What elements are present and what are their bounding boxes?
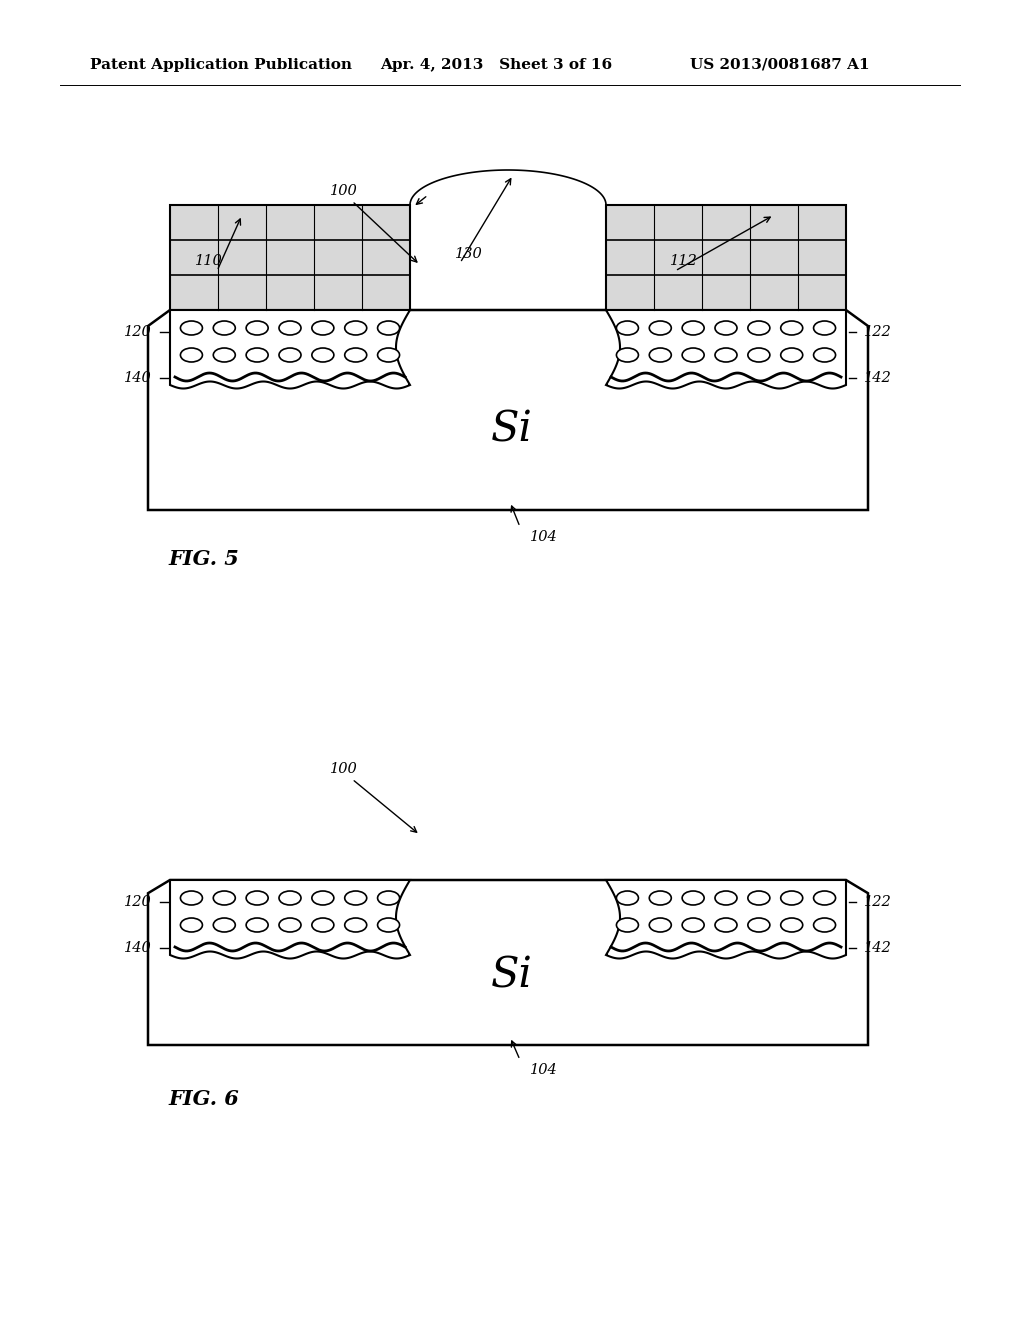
Polygon shape [148, 310, 868, 510]
Ellipse shape [748, 321, 770, 335]
Ellipse shape [279, 321, 301, 335]
Bar [606, 205, 846, 310]
Text: 120: 120 [124, 325, 152, 339]
Ellipse shape [780, 917, 803, 932]
Text: Si: Si [492, 954, 532, 997]
Ellipse shape [345, 348, 367, 362]
Ellipse shape [312, 348, 334, 362]
Ellipse shape [279, 917, 301, 932]
Ellipse shape [345, 917, 367, 932]
Text: 142: 142 [864, 371, 892, 385]
Text: Apr. 4, 2013   Sheet 3 of 16: Apr. 4, 2013 Sheet 3 of 16 [380, 58, 612, 73]
Text: Patent Application Publication: Patent Application Publication [90, 58, 352, 73]
Ellipse shape [649, 321, 672, 335]
Text: 122: 122 [864, 895, 892, 909]
Ellipse shape [378, 348, 399, 362]
Ellipse shape [748, 917, 770, 932]
Ellipse shape [616, 348, 638, 362]
Ellipse shape [180, 348, 203, 362]
Ellipse shape [814, 348, 836, 362]
Ellipse shape [715, 917, 737, 932]
Text: 110: 110 [195, 253, 223, 268]
Ellipse shape [780, 891, 803, 906]
Text: 142: 142 [864, 941, 892, 954]
Ellipse shape [682, 348, 705, 362]
Ellipse shape [814, 917, 836, 932]
Ellipse shape [345, 891, 367, 906]
Polygon shape [606, 880, 846, 958]
Ellipse shape [213, 348, 236, 362]
Text: Si: Si [492, 409, 532, 451]
Ellipse shape [180, 917, 203, 932]
Ellipse shape [649, 348, 672, 362]
Text: 112: 112 [670, 253, 697, 268]
Ellipse shape [312, 321, 334, 335]
Ellipse shape [312, 891, 334, 906]
Ellipse shape [378, 917, 399, 932]
Ellipse shape [246, 891, 268, 906]
Ellipse shape [649, 917, 672, 932]
Polygon shape [606, 310, 846, 388]
Ellipse shape [814, 321, 836, 335]
Ellipse shape [213, 891, 236, 906]
Text: US 2013/0081687 A1: US 2013/0081687 A1 [690, 58, 869, 73]
Ellipse shape [213, 321, 236, 335]
Ellipse shape [616, 321, 638, 335]
Text: 140: 140 [124, 941, 152, 954]
Ellipse shape [682, 891, 705, 906]
Text: 120: 120 [124, 895, 152, 909]
Ellipse shape [715, 348, 737, 362]
Ellipse shape [378, 321, 399, 335]
Ellipse shape [616, 891, 638, 906]
Ellipse shape [682, 917, 705, 932]
Ellipse shape [378, 891, 399, 906]
Text: 130: 130 [455, 247, 482, 261]
Polygon shape [148, 880, 868, 1045]
Ellipse shape [748, 891, 770, 906]
Ellipse shape [814, 891, 836, 906]
Ellipse shape [715, 321, 737, 335]
Text: 122: 122 [864, 325, 892, 339]
Ellipse shape [279, 348, 301, 362]
Ellipse shape [312, 917, 334, 932]
Ellipse shape [649, 891, 672, 906]
Ellipse shape [180, 891, 203, 906]
Polygon shape [170, 310, 410, 388]
Ellipse shape [780, 348, 803, 362]
Text: 100: 100 [330, 762, 357, 776]
Ellipse shape [682, 321, 705, 335]
Ellipse shape [616, 917, 638, 932]
Text: 104: 104 [530, 1063, 558, 1077]
Polygon shape [170, 880, 410, 958]
Text: 104: 104 [530, 531, 558, 544]
Ellipse shape [246, 917, 268, 932]
Ellipse shape [246, 348, 268, 362]
Ellipse shape [246, 321, 268, 335]
Ellipse shape [715, 891, 737, 906]
Ellipse shape [345, 321, 367, 335]
Ellipse shape [279, 891, 301, 906]
Bar [170, 205, 410, 310]
Ellipse shape [180, 321, 203, 335]
Text: 140: 140 [124, 371, 152, 385]
Text: FIG. 5: FIG. 5 [168, 549, 239, 569]
Ellipse shape [213, 917, 236, 932]
Text: FIG. 6: FIG. 6 [168, 1089, 239, 1109]
Text: 100: 100 [330, 183, 357, 198]
Ellipse shape [780, 321, 803, 335]
Ellipse shape [748, 348, 770, 362]
